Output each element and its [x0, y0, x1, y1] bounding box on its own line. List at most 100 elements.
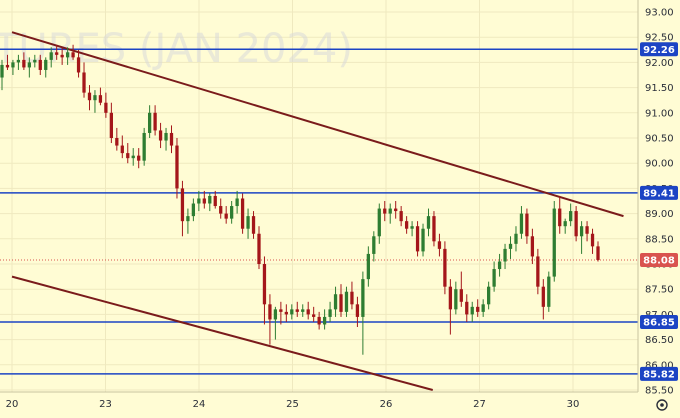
- candle-body[interactable]: [251, 216, 256, 234]
- candles[interactable]: [0, 44, 600, 355]
- candle-body[interactable]: [344, 291, 349, 312]
- candle-body[interactable]: [569, 211, 573, 222]
- candle-body[interactable]: [432, 216, 436, 242]
- candle-body[interactable]: [470, 306, 474, 315]
- candle-body[interactable]: [443, 248, 447, 287]
- candle-body[interactable]: [115, 138, 119, 146]
- candle-body[interactable]: [109, 112, 113, 138]
- candle-body[interactable]: [399, 211, 403, 222]
- candle-body[interactable]: [49, 52, 53, 60]
- candle-body[interactable]: [279, 309, 283, 312]
- candle-body[interactable]: [65, 52, 70, 58]
- candle-body[interactable]: [257, 233, 261, 264]
- candle-body[interactable]: [487, 286, 491, 305]
- candle-body[interactable]: [508, 243, 513, 249]
- candle-body[interactable]: [235, 198, 239, 207]
- candle-body[interactable]: [290, 309, 294, 315]
- candle-body[interactable]: [180, 188, 185, 222]
- candle-body[interactable]: [585, 226, 589, 234]
- candle-body[interactable]: [476, 306, 480, 312]
- candle-body[interactable]: [153, 112, 157, 131]
- candle-body[interactable]: [328, 309, 332, 317]
- candle-body[interactable]: [175, 145, 179, 189]
- candle-body[interactable]: [301, 309, 305, 312]
- candle-body[interactable]: [590, 233, 595, 247]
- candle-body[interactable]: [93, 95, 97, 101]
- candle-body[interactable]: [426, 216, 431, 229]
- candle-body[interactable]: [410, 226, 414, 229]
- time-axis[interactable]: 20 23 24 25 26 27 30: [6, 399, 580, 410]
- candle-body[interactable]: [82, 72, 86, 93]
- candle-body[interactable]: [55, 52, 59, 55]
- candle-body[interactable]: [361, 279, 365, 317]
- candle-body[interactable]: [552, 208, 556, 277]
- candle-body[interactable]: [126, 153, 130, 159]
- candle-body[interactable]: [437, 241, 442, 249]
- candle-body[interactable]: [202, 198, 206, 204]
- candle-body[interactable]: [76, 57, 81, 73]
- candle-body[interactable]: [5, 64, 10, 68]
- candle-body[interactable]: [137, 155, 141, 161]
- candle-body[interactable]: [421, 228, 425, 252]
- candle-body[interactable]: [355, 304, 360, 317]
- candle-body[interactable]: [246, 216, 250, 229]
- candle-body[interactable]: [394, 208, 398, 212]
- candle-body[interactable]: [27, 62, 31, 68]
- candle-body[interactable]: [142, 132, 146, 161]
- candle-body[interactable]: [350, 291, 354, 305]
- candle-body[interactable]: [191, 203, 196, 217]
- candle-body[interactable]: [98, 95, 103, 103]
- candle-body[interactable]: [197, 198, 201, 204]
- candle-body[interactable]: [465, 301, 469, 315]
- candle-body[interactable]: [262, 264, 267, 305]
- candle-body[interactable]: [87, 92, 92, 101]
- candle-body[interactable]: [71, 52, 75, 58]
- candle-body[interactable]: [164, 132, 168, 141]
- candle-body[interactable]: [497, 261, 502, 270]
- candle-body[interactable]: [333, 294, 338, 310]
- candle-body[interactable]: [147, 112, 152, 133]
- candle-body[interactable]: [16, 59, 21, 63]
- candle-body[interactable]: [481, 304, 485, 312]
- candle-body[interactable]: [415, 226, 420, 252]
- candle-body[interactable]: [454, 289, 458, 310]
- candle-body[interactable]: [547, 276, 551, 307]
- candle-body[interactable]: [208, 195, 212, 204]
- candle-body[interactable]: [44, 59, 48, 70]
- candle-body[interactable]: [525, 213, 529, 237]
- candle-body[interactable]: [60, 54, 64, 58]
- candle-body[interactable]: [219, 206, 223, 214]
- candle-body[interactable]: [322, 316, 327, 325]
- candle-body[interactable]: [404, 221, 409, 229]
- candle-body[interactable]: [317, 316, 321, 325]
- candle-body[interactable]: [579, 226, 584, 237]
- candle-body[interactable]: [492, 269, 496, 287]
- candle-body[interactable]: [519, 213, 524, 234]
- candle-body[interactable]: [268, 304, 272, 320]
- candle-body[interactable]: [11, 62, 15, 68]
- candle-body[interactable]: [596, 246, 600, 260]
- candle-body[interactable]: [213, 195, 217, 207]
- candle-body[interactable]: [38, 59, 42, 70]
- candle-body[interactable]: [514, 233, 518, 244]
- candle-body[interactable]: [273, 309, 278, 320]
- candle-body[interactable]: [0, 64, 4, 78]
- settings-gear-icon[interactable]: [656, 399, 668, 411]
- candle-body[interactable]: [541, 286, 545, 307]
- candle-body[interactable]: [22, 59, 26, 68]
- candle-body[interactable]: [224, 213, 228, 219]
- candle-body[interactable]: [366, 253, 370, 280]
- candle-body[interactable]: [558, 208, 562, 227]
- candle-body[interactable]: [503, 248, 507, 262]
- candle-body[interactable]: [306, 309, 310, 315]
- candle-body[interactable]: [448, 286, 453, 310]
- candle-body[interactable]: [158, 130, 163, 141]
- candle-body[interactable]: [33, 59, 37, 63]
- candle-body[interactable]: [230, 206, 234, 219]
- candle-body[interactable]: [530, 236, 535, 257]
- candle-body[interactable]: [574, 211, 578, 237]
- candle-body[interactable]: [563, 221, 567, 227]
- candle-body[interactable]: [240, 198, 245, 229]
- candle-body[interactable]: [284, 311, 288, 315]
- price-axis[interactable]: 93.0092.5092.0091.5091.0090.5090.0089.50…: [645, 8, 674, 397]
